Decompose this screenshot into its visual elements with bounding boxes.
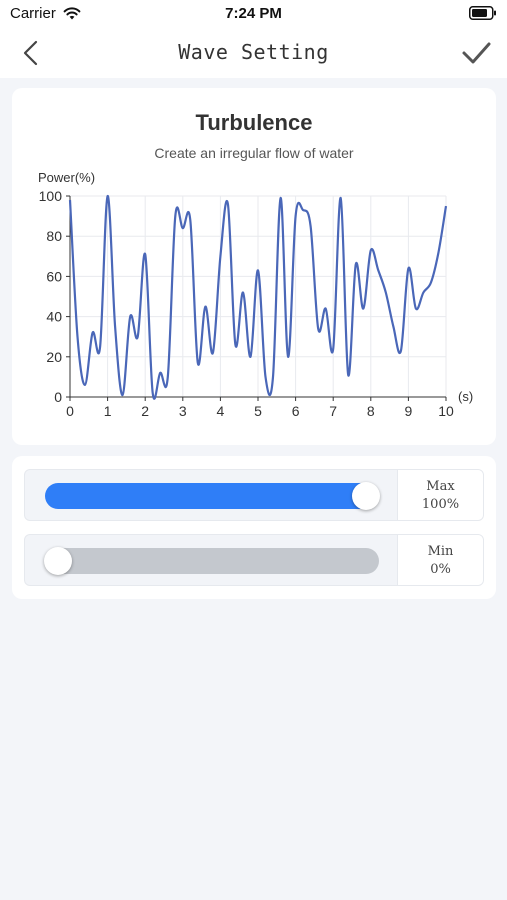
- wifi-icon: [63, 7, 81, 20]
- chart-subtitle: Create an irregular flow of water: [154, 145, 354, 161]
- y-tick-label: 0: [54, 389, 62, 405]
- status-bar: Carrier 7:24 PM: [0, 0, 507, 28]
- min-label: Min: [427, 544, 454, 559]
- min-label-box: Min 0%: [397, 535, 483, 585]
- battery-icon: [469, 6, 496, 20]
- page-title: Wave Setting: [178, 40, 329, 64]
- x-axis-label: (s): [458, 389, 473, 404]
- y-tick-label: 40: [46, 309, 62, 325]
- x-tick-label: 6: [292, 403, 300, 419]
- min-slider-thumb[interactable]: [44, 547, 72, 575]
- x-tick-label: 2: [141, 403, 149, 419]
- y-tick-label: 20: [46, 349, 62, 365]
- max-value: 100%: [421, 497, 460, 512]
- x-tick-label: 8: [367, 403, 375, 419]
- chart-card: Turbulence Create an irregular flow of w…: [12, 88, 496, 445]
- min-value: 0%: [430, 562, 451, 577]
- x-tick-label: 9: [405, 403, 413, 419]
- max-label: Max: [426, 479, 455, 494]
- x-tick-label: 10: [438, 403, 454, 419]
- x-tick-label: 0: [66, 403, 74, 419]
- x-tick-label: 1: [104, 403, 112, 419]
- max-slider-thumb[interactable]: [352, 482, 380, 510]
- min-slider-row: Min 0%: [24, 534, 484, 586]
- chevron-left-icon[interactable]: [14, 36, 48, 70]
- y-tick-label: 60: [46, 268, 62, 284]
- x-tick-label: 3: [179, 403, 187, 419]
- min-slider-track[interactable]: [45, 548, 379, 574]
- y-axis-label: Power(%): [38, 170, 95, 185]
- slider-card: Max 100% Min 0%: [12, 456, 496, 599]
- y-tick-label: 80: [46, 228, 62, 244]
- max-slider-track[interactable]: [45, 483, 379, 509]
- carrier-label: Carrier: [10, 5, 56, 22]
- checkmark-icon[interactable]: [456, 36, 496, 70]
- clock-time: 7:24 PM: [225, 5, 282, 22]
- max-label-box: Max 100%: [397, 470, 483, 520]
- power-series-line: [68, 194, 448, 400]
- max-slider-row: Max 100%: [24, 469, 484, 521]
- x-tick-label: 7: [329, 403, 337, 419]
- x-tick-label: 5: [254, 403, 262, 419]
- navigation-bar: Wave Setting: [0, 28, 507, 78]
- x-tick-label: 4: [217, 403, 225, 419]
- y-tick-label: 100: [39, 188, 63, 204]
- chart-title: Turbulence: [195, 110, 313, 135]
